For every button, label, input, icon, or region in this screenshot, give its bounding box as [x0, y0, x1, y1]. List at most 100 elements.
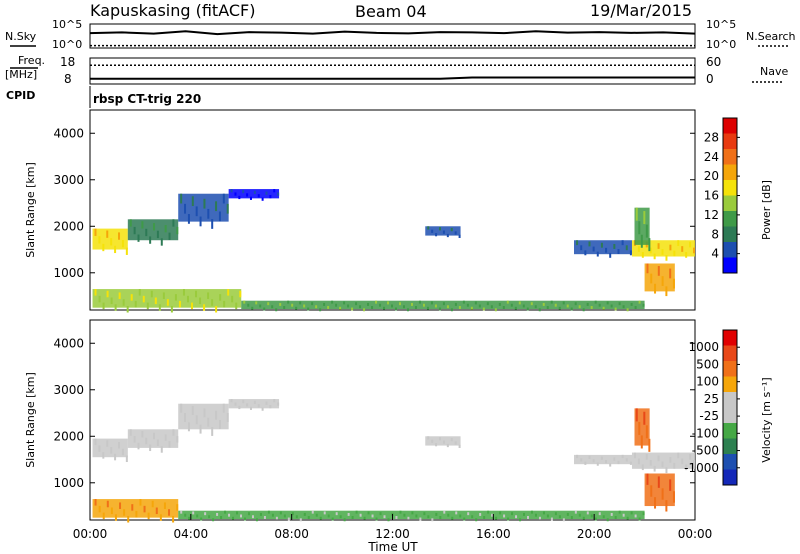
scatter-point: [265, 191, 268, 195]
scatter-point: [654, 283, 657, 294]
scatter-point: [114, 514, 117, 521]
velocity-ylabel: Slant Range [km]: [24, 372, 37, 468]
scatter-point: [617, 249, 620, 254]
scatter-point: [395, 516, 398, 519]
colorbar-tick-label: -500: [692, 444, 719, 458]
nsky-label: N.Sky: [5, 30, 37, 43]
scatter-point: [94, 228, 97, 236]
scatter-point: [145, 228, 148, 237]
scatter-point: [451, 516, 454, 520]
scatter-point: [208, 515, 211, 519]
colorbar-tick-label: 4: [711, 247, 719, 261]
scatter-point: [635, 207, 638, 221]
scatter-point: [677, 240, 680, 246]
scatter-point: [419, 517, 422, 521]
scatter-point: [427, 436, 430, 440]
scatter-point: [646, 263, 649, 274]
colorbar-swatch: [723, 469, 737, 486]
scatter-point: [609, 463, 612, 467]
scatter-point: [685, 464, 688, 471]
scatter-point: [538, 516, 541, 520]
scatter-point: [227, 289, 230, 296]
scatter-point: [653, 253, 656, 260]
scatter-point: [669, 268, 672, 279]
scatter-point: [672, 491, 675, 503]
power-plot-area: [92, 189, 696, 313]
station-title: Kapuskasing (fitACF): [90, 1, 255, 20]
scatter-point: [94, 438, 97, 446]
noise-left-tick-bottom: 10^0: [52, 38, 82, 51]
scatter-point: [168, 509, 171, 516]
scatter-point: [629, 461, 632, 465]
scatter-point: [625, 458, 628, 462]
scatter-point: [212, 518, 215, 522]
scatter-point: [271, 513, 274, 517]
scatter-point: [439, 516, 442, 519]
scatter-point: [431, 229, 434, 233]
scatter-point: [150, 290, 153, 298]
x-tick-label: 16:00: [476, 527, 511, 541]
scatter-point: [307, 516, 310, 519]
scatter-point: [645, 454, 648, 460]
scatter-point: [526, 516, 529, 519]
scatter-point: [638, 300, 641, 304]
scatter-point: [287, 300, 290, 304]
scatter-band-3: [228, 189, 280, 199]
scatter-point: [231, 295, 234, 303]
scatter-point: [562, 301, 565, 305]
scatter-point: [637, 458, 640, 465]
scatter-point: [669, 479, 672, 491]
scatter-point: [431, 518, 434, 522]
scatter-point: [219, 294, 222, 301]
colorbar-swatch: [723, 361, 737, 377]
scatter-point: [255, 518, 258, 522]
scatter-point: [242, 399, 245, 404]
scatter-point: [641, 252, 644, 258]
scatter-point: [187, 422, 190, 432]
scatter-point: [622, 305, 625, 309]
scatter-point: [584, 461, 587, 465]
scatter-point: [121, 448, 124, 456]
noise-series-group: [89, 30, 696, 47]
scatter-point: [291, 512, 294, 516]
scatter-point: [578, 513, 581, 517]
scatter-point: [479, 512, 482, 516]
scatter-point: [596, 251, 599, 257]
scatter-point: [506, 300, 509, 304]
scatter-point: [550, 517, 553, 521]
scatter-point: [669, 244, 672, 251]
scatter-point: [642, 512, 645, 516]
scatter-point: [438, 307, 441, 311]
scatter-point: [375, 300, 378, 304]
colorbar-tick-label: 16: [704, 189, 719, 203]
colorbar-swatch: [723, 257, 737, 274]
scatter-point: [403, 513, 406, 517]
scatter-point: [218, 211, 221, 222]
scatter-point: [621, 240, 624, 246]
scatter-point: [592, 246, 595, 252]
scatter-point: [609, 252, 612, 258]
scatter-band-5: [574, 454, 632, 465]
scatter-point: [570, 516, 573, 519]
scatter-point: [576, 454, 579, 459]
power-panel: 1000 2000 3000 4000 Slant Range [km] 28 24 20…: [24, 109, 773, 313]
scatter-point: [463, 517, 466, 521]
scatter-point: [228, 513, 231, 517]
scatter-point: [673, 250, 676, 257]
scatter-point: [327, 306, 330, 309]
scatter-point: [106, 230, 109, 238]
scatter-point: [114, 304, 117, 311]
colorbar-tick-label: 12: [704, 208, 719, 222]
scatter-point: [277, 402, 280, 406]
scatter-point: [363, 516, 366, 520]
scatter-point: [625, 245, 628, 251]
colorbar-swatch: [723, 164, 737, 181]
series-line-0: [89, 30, 696, 36]
scatter-point: [271, 305, 274, 309]
scatter-point: [657, 476, 660, 488]
scatter-point: [387, 518, 390, 522]
x-tick-label: 12:00: [375, 527, 410, 541]
scatter-point: [689, 241, 692, 248]
scatter-point: [139, 499, 142, 506]
